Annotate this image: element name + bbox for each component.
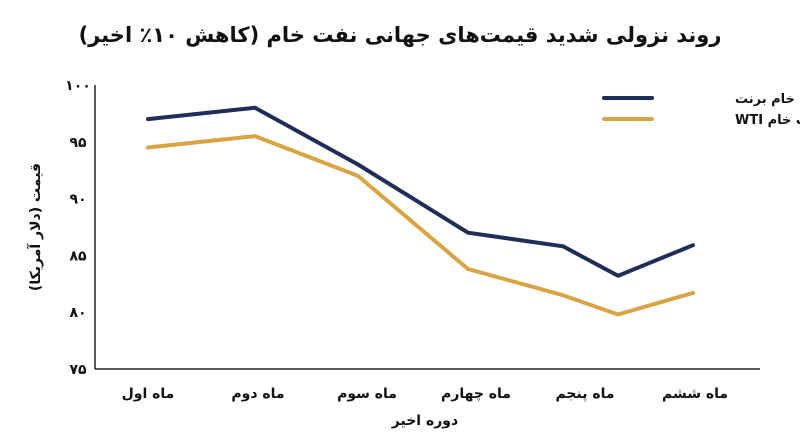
x-tick-label: ماه ششم [662, 386, 728, 402]
y-tick-label: ۹۵ [69, 135, 87, 151]
x-tick-label: ماه چهارم [441, 386, 511, 402]
legend-label: نفت خام WTI [735, 113, 800, 128]
y-tick-label: ۸۵ [69, 248, 87, 264]
y-tick-label: ۸۰ [69, 305, 86, 321]
legend: نفت خام برنت نفت خام WTI [602, 92, 800, 128]
legend-label: نفت خام برنت [735, 92, 800, 107]
x-axis-label: دوره اخیر [391, 413, 458, 429]
series-lines [146, 105, 695, 317]
chart-title: روند نزولی شدید قیمت‌های جهانی نفت خام (… [79, 23, 722, 47]
x-tick-label: ماه دوم [231, 386, 284, 402]
y-tick-label: ۷۵ [69, 362, 87, 378]
x-tick-label: ماه سوم [337, 386, 397, 402]
series-line-1 [146, 105, 695, 278]
x-tick-label: ماه پنجم [555, 386, 614, 402]
x-tick-labels: ماه اول ماه دوم ماه سوم ماه چهارم ماه پنجم ما… [122, 386, 728, 402]
y-tick-label: ۹۰ [69, 192, 86, 208]
x-tick-label: ماه اول [122, 386, 175, 402]
y-axis-label: قیمت (دلار آمریکا) [26, 163, 44, 291]
series-line-2 [146, 134, 695, 317]
y-tick-labels: ۷۵ ۸۰ ۸۵ ۹۰ ۹۵ ۱۰۰ [65, 78, 91, 378]
y-tick-label: ۱۰۰ [65, 78, 91, 94]
